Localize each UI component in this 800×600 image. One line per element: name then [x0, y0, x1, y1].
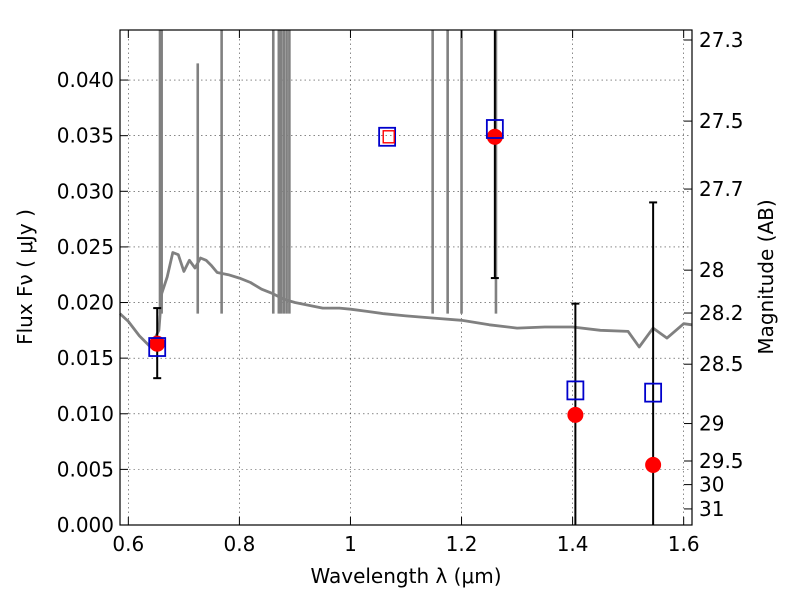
observed-flux-open-marker	[382, 130, 395, 144]
tick-labels: 0.6 0.8 1 1.2 1.4 1.6 0.000 0.005 0.010 0.015 0.02…	[57, 28, 744, 556]
right-tick-label: 28.2	[699, 301, 744, 325]
y-tick-label: 0.030	[57, 179, 114, 203]
y-tick-label: 0.020	[57, 291, 114, 315]
right-axis-label: Magnitude (AB)	[754, 199, 778, 354]
right-tick-label: 28	[699, 258, 724, 282]
observed-flux-point	[149, 335, 166, 352]
spectrum-line	[119, 251, 693, 349]
y-tick-label: 0.035	[57, 124, 114, 148]
x-tick-label: 0.8	[223, 532, 255, 556]
error-bars	[153, 30, 658, 525]
x-tick-label: 1.2	[446, 532, 478, 556]
model-photometry-box	[148, 337, 167, 357]
x-tick-label: 1	[344, 532, 357, 556]
x-tick-label: 1.4	[557, 532, 589, 556]
model-photometry-box	[644, 382, 663, 403]
data-markers	[148, 119, 663, 473]
observed-flux-point	[486, 128, 503, 145]
template-spectrum	[119, 30, 693, 349]
right-tick-label: 27.3	[699, 28, 744, 52]
y-tick-label: 0.015	[57, 346, 114, 370]
y-axis-label: Flux Fν ( μJy )	[13, 209, 37, 345]
observed-flux-point	[567, 406, 584, 423]
x-tick-label: 0.6	[112, 532, 144, 556]
y-tick-label: 0.040	[57, 68, 114, 92]
right-tick-label: 27.7	[699, 177, 744, 201]
right-tick-label: 28.5	[699, 352, 744, 376]
y-tick-label: 0.010	[57, 402, 114, 426]
plot-frame	[119, 29, 693, 526]
model-photometry-box	[566, 380, 585, 401]
right-tick-label: 30	[699, 473, 724, 497]
x-axis-label: Wavelength λ (μm)	[310, 564, 501, 588]
right-tick-label: 27.5	[699, 109, 744, 133]
axis-ticks	[120, 30, 692, 526]
right-tick-label: 29	[699, 412, 724, 436]
right-tick-label: 29.5	[699, 449, 744, 473]
y-tick-label: 0.005	[57, 457, 114, 481]
grid-lines	[120, 30, 692, 526]
x-tick-label: 1.6	[668, 532, 700, 556]
model-photometry-box	[378, 126, 397, 147]
right-tick-label: 31	[699, 497, 724, 521]
observed-flux-point	[645, 456, 662, 473]
y-tick-label: 0.025	[57, 235, 114, 259]
model-photometry-box	[485, 119, 504, 139]
y-tick-label: 0.000	[57, 513, 114, 537]
